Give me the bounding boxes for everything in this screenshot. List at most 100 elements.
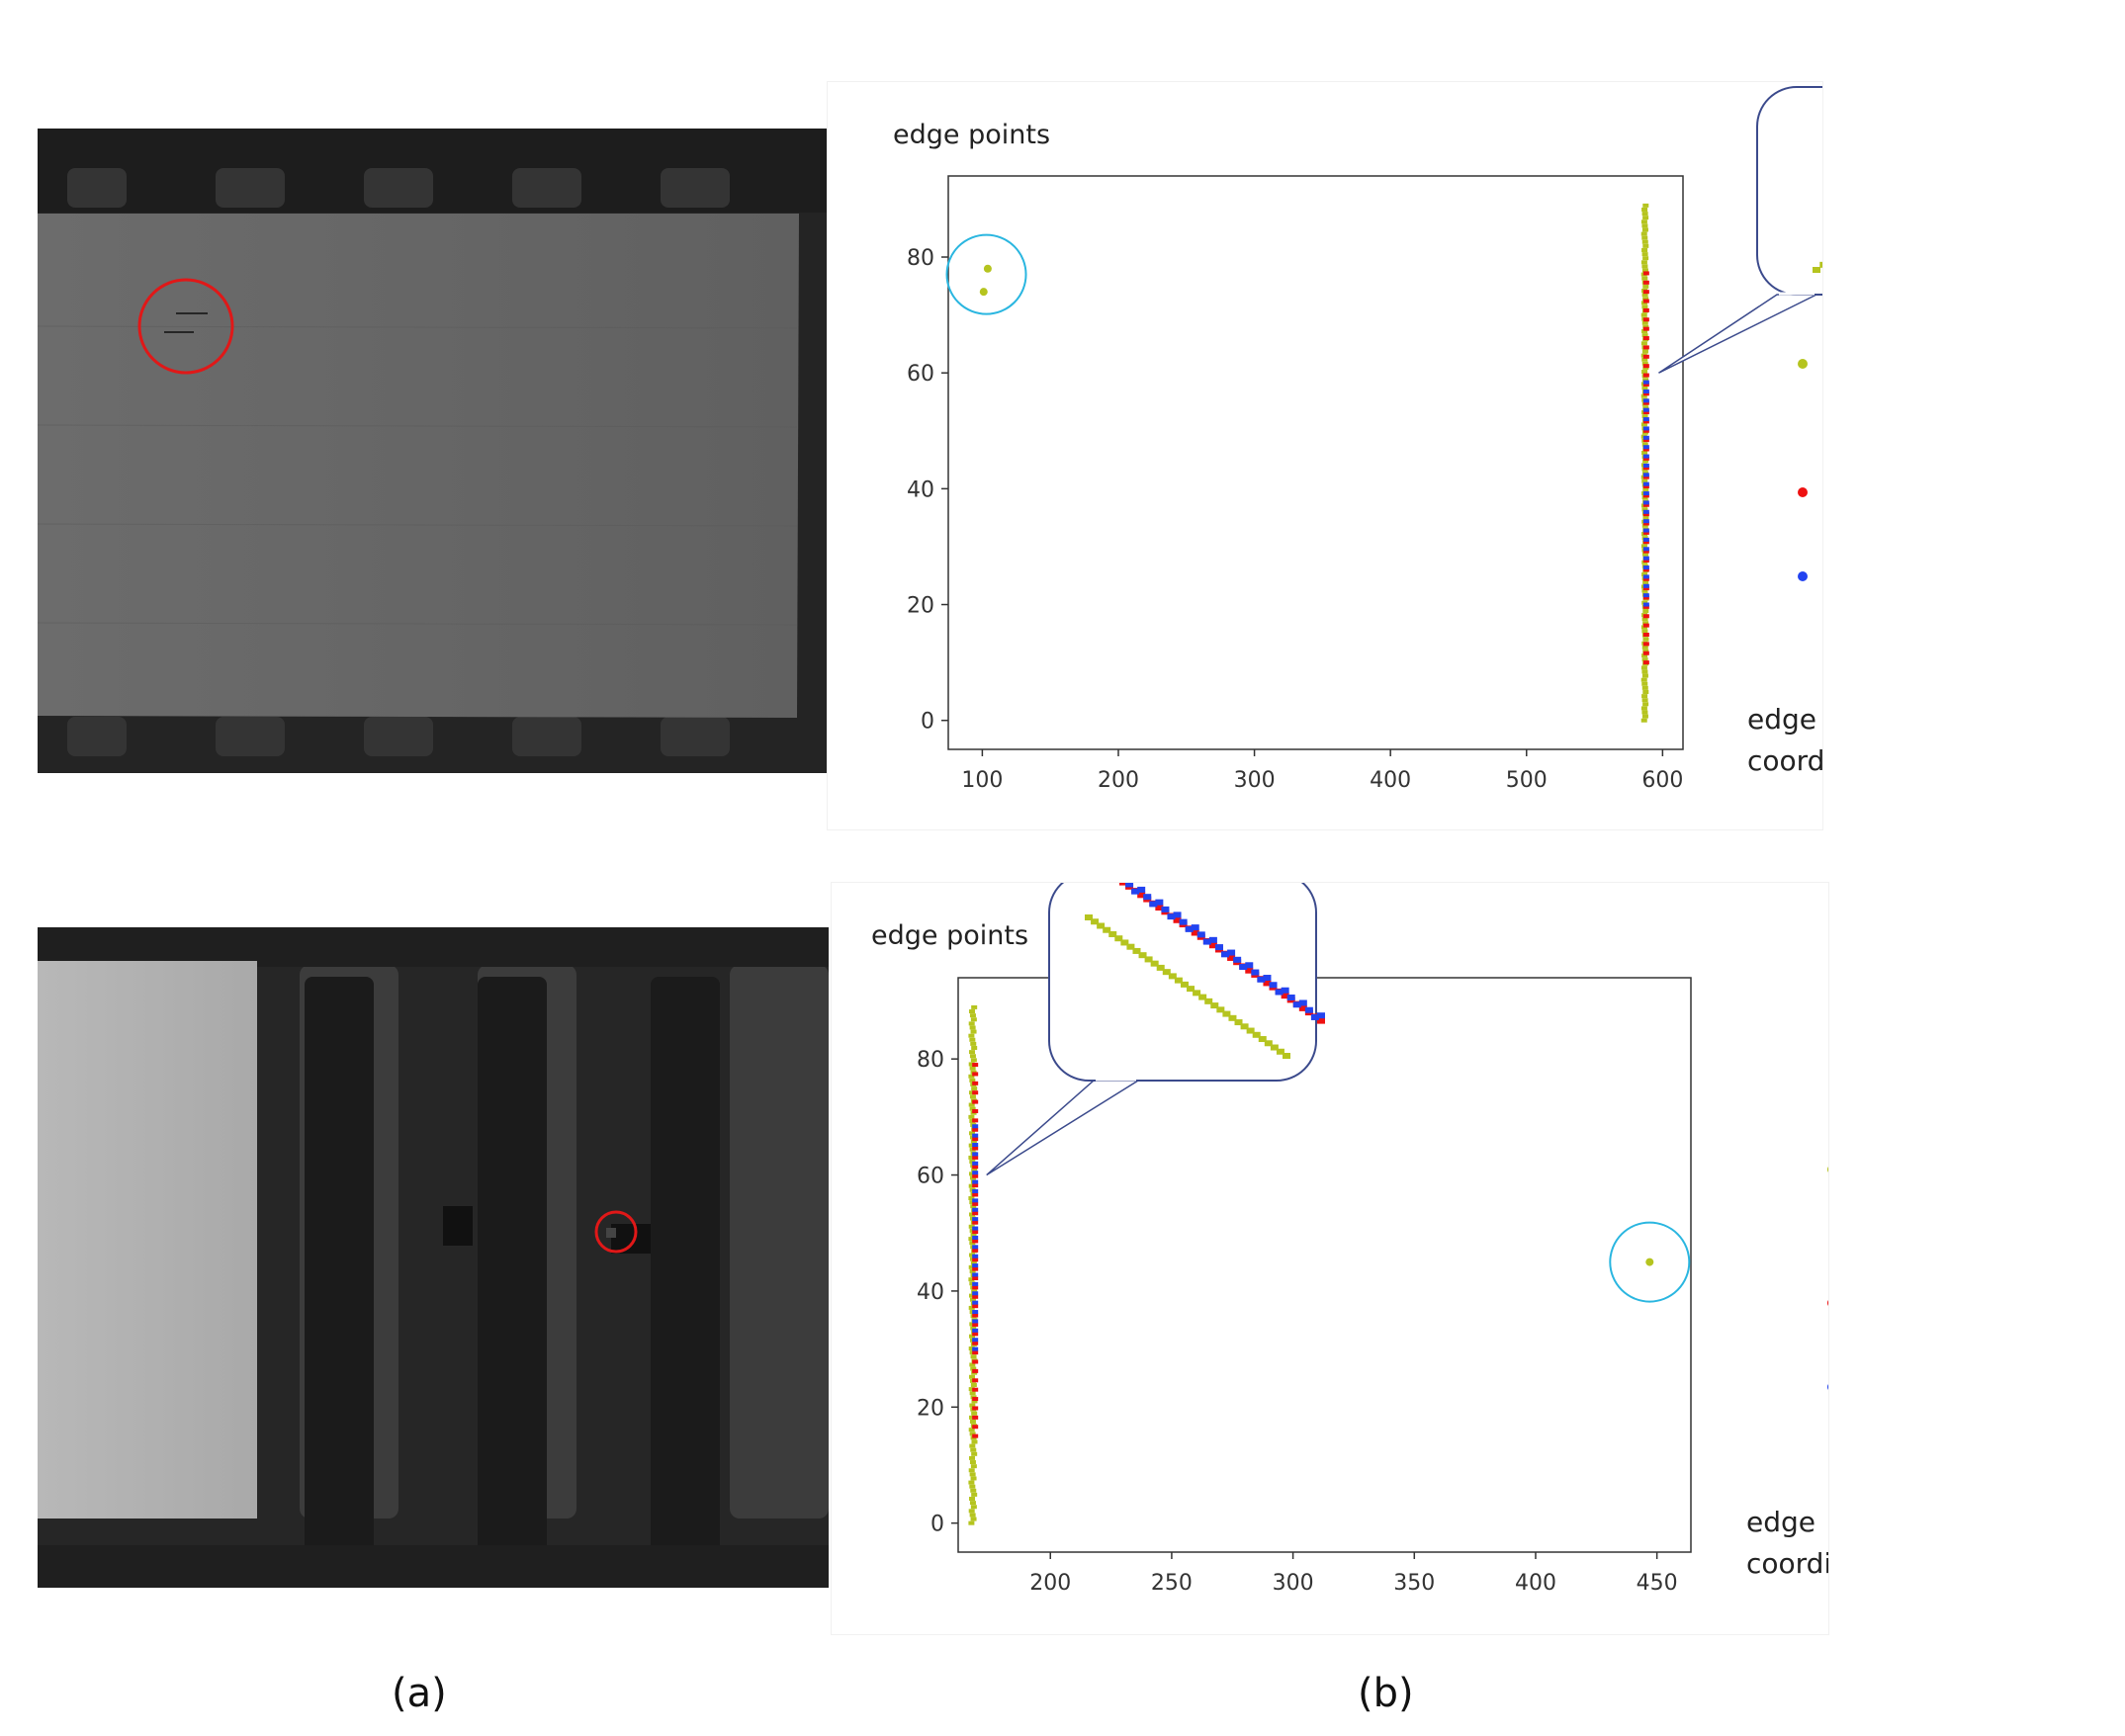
point-groundtruth — [1642, 559, 1649, 564]
chart-top-svg: edge points edge coordinates 10020030040… — [893, 86, 2087, 793]
point-interpolation — [970, 1505, 977, 1510]
point-model — [1642, 407, 1649, 412]
point-interpolation — [970, 1260, 977, 1265]
zoom-point-interpolation — [1097, 922, 1106, 929]
point-interpolation — [969, 1050, 976, 1055]
x-tick-label: 300 — [1234, 768, 1276, 793]
point-interpolation — [968, 1346, 975, 1351]
point-model — [1642, 528, 1649, 533]
photo-bottom-drawing — [38, 927, 829, 1588]
zoom-point-model — [1304, 1006, 1313, 1013]
point-model — [1642, 602, 1649, 607]
point-interpolation — [971, 1451, 978, 1456]
legend: The prediction ofinterpolation methodGro… — [1827, 1133, 2117, 1417]
point-interpolation — [970, 1488, 977, 1493]
point-interpolation — [971, 1439, 978, 1444]
point-model — [1642, 519, 1649, 524]
point-interpolation — [1641, 293, 1648, 298]
point-interpolation — [968, 1237, 975, 1242]
point-model — [972, 1207, 979, 1212]
zoom-point-interpolation — [1283, 1053, 1290, 1059]
x-tick-label: 100 — [961, 768, 1003, 793]
x-axis-label-line2: coordinates — [1747, 744, 1822, 777]
point-interpolation — [1641, 451, 1648, 456]
outlier-circle — [945, 233, 1027, 315]
x-axis-label-line1: edge — [1747, 703, 1816, 736]
point-model — [972, 1124, 979, 1129]
point-interpolation — [970, 1232, 977, 1237]
point-interpolation — [1641, 714, 1648, 719]
zoom-point-interpolation — [1132, 947, 1141, 954]
zoom-point-model — [1155, 899, 1164, 906]
point-model — [1642, 417, 1649, 422]
zoom-point-interpolation — [1114, 935, 1123, 942]
point-interpolation — [969, 1391, 976, 1396]
point-interpolation — [969, 1268, 976, 1273]
point-interpolation — [1640, 341, 1647, 346]
point-interpolation — [1642, 297, 1649, 302]
zoom-point-groundtruth — [1137, 892, 1146, 899]
point-interpolation — [968, 1021, 975, 1026]
zoom-point-model — [1185, 925, 1194, 932]
x-tick-label: 600 — [1641, 768, 1683, 793]
point-interpolation — [968, 1074, 975, 1079]
point-interpolation — [969, 1094, 976, 1099]
point-model — [972, 1217, 979, 1222]
y-tick-label: 0 — [921, 710, 934, 735]
point-interpolation — [970, 1029, 977, 1034]
point-groundtruth — [1642, 493, 1649, 498]
point-interpolation — [970, 1041, 977, 1046]
point-groundtruth — [1642, 576, 1649, 581]
point-groundtruth — [972, 1406, 979, 1411]
x-tick-label: 400 — [1370, 768, 1411, 793]
legend: The prediction ofinterpolation methodGro… — [1798, 327, 2085, 606]
y-tick-label: 60 — [917, 1165, 944, 1189]
outlier-point — [979, 288, 988, 297]
zoom-point-model — [1281, 987, 1289, 994]
point-interpolation — [1642, 203, 1649, 208]
point-interpolation — [971, 1411, 978, 1416]
point-groundtruth — [1642, 595, 1649, 600]
photo-steel-plate-top — [38, 129, 829, 773]
zoom-point-interpolation — [1193, 990, 1201, 997]
zoom-point-interpolation — [1252, 1031, 1261, 1038]
point-interpolation — [969, 1362, 976, 1367]
point-interpolation — [969, 1037, 976, 1042]
y-tick-label: 20 — [917, 1396, 944, 1421]
point-model — [972, 1346, 979, 1351]
point-groundtruth — [972, 1165, 979, 1170]
zoom-point-groundtruth — [1317, 1017, 1325, 1024]
point-model — [972, 1281, 979, 1286]
point-interpolation — [1641, 645, 1648, 650]
point-interpolation — [971, 1086, 978, 1091]
zoom-point-interpolation — [1276, 1048, 1284, 1055]
point-interpolation — [970, 1382, 977, 1387]
point-model — [1642, 454, 1649, 459]
zoom-point-model — [1131, 888, 1140, 895]
point-groundtruth — [1642, 549, 1649, 554]
point-groundtruth — [1642, 651, 1649, 655]
zoom-point-model — [1239, 964, 1248, 971]
point-interpolation — [968, 1305, 975, 1310]
zoom-point-model — [1173, 911, 1182, 918]
point-model — [1642, 509, 1649, 514]
point-groundtruth — [972, 1173, 979, 1178]
point-interpolation — [969, 1497, 976, 1502]
zoom-point-interpolation — [1246, 1027, 1255, 1034]
point-groundtruth — [972, 1183, 979, 1188]
zoom-point-groundtruth — [1119, 879, 1127, 886]
point-interpolation — [1642, 608, 1649, 613]
point-interpolation — [969, 1172, 976, 1176]
zoom-point-model — [1263, 975, 1272, 982]
point-model — [1642, 583, 1649, 588]
y-tick-label: 60 — [907, 362, 934, 387]
point-groundtruth — [972, 1322, 979, 1327]
y-tick-label: 20 — [907, 594, 934, 619]
point-groundtruth — [1642, 456, 1649, 461]
point-groundtruth — [1642, 382, 1649, 387]
zoom-point-model — [1202, 938, 1211, 945]
point-interpolation — [969, 1212, 976, 1217]
zoom-point-model — [1179, 918, 1188, 925]
zoom-point-interpolation — [1108, 930, 1117, 937]
point-model — [972, 1263, 979, 1268]
